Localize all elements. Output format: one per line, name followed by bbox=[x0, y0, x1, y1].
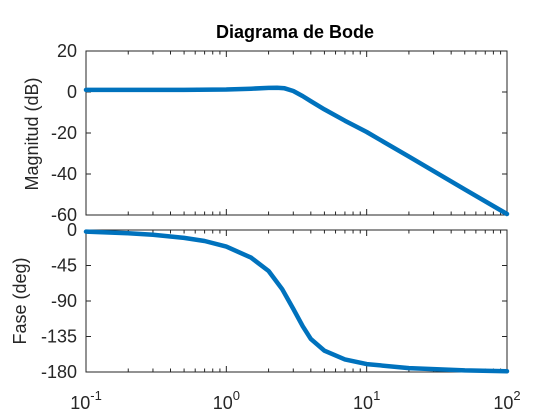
y-tick-label: -135 bbox=[41, 327, 77, 347]
y-tick-label: -90 bbox=[51, 291, 77, 311]
y-tick-label: -180 bbox=[41, 362, 77, 382]
y-tick-label: 20 bbox=[57, 41, 77, 61]
y-tick-label: -45 bbox=[51, 256, 77, 276]
x-tick-base: 10 bbox=[70, 393, 90, 413]
x-tick-exponent: -1 bbox=[90, 388, 102, 403]
x-tick-exponent: 2 bbox=[513, 388, 520, 403]
magnitude-ylabel: Magnitud (dB) bbox=[22, 77, 42, 190]
y-tick-label: 0 bbox=[67, 220, 77, 240]
series-line bbox=[83, 229, 510, 374]
x-tick-label: 102 bbox=[493, 388, 520, 413]
y-tick-label: 0 bbox=[67, 82, 77, 102]
x-tick-base: 10 bbox=[213, 393, 233, 413]
x-tick-base: 10 bbox=[493, 393, 513, 413]
y-tick-label: -40 bbox=[51, 164, 77, 184]
x-tick-label: 100 bbox=[213, 388, 240, 413]
x-tick-label: 10-1 bbox=[70, 388, 102, 413]
plot-frame bbox=[85, 229, 508, 373]
x-tick-base: 10 bbox=[353, 393, 373, 413]
x-tick-exponent: 0 bbox=[233, 388, 240, 403]
phase-ylabel: Fase (deg) bbox=[10, 257, 30, 344]
series-line bbox=[83, 85, 510, 217]
y-tick-label: -60 bbox=[51, 205, 77, 225]
x-tick-exponent: 1 bbox=[373, 388, 380, 403]
x-tick-label: 101 bbox=[353, 388, 380, 413]
y-tick-label: -20 bbox=[51, 123, 77, 143]
magnitude-panel: 20 0 -20 -40 -60 bbox=[51, 41, 510, 225]
plot-frame bbox=[85, 50, 508, 216]
chart-title: Diagrama de Bode bbox=[216, 22, 374, 42]
